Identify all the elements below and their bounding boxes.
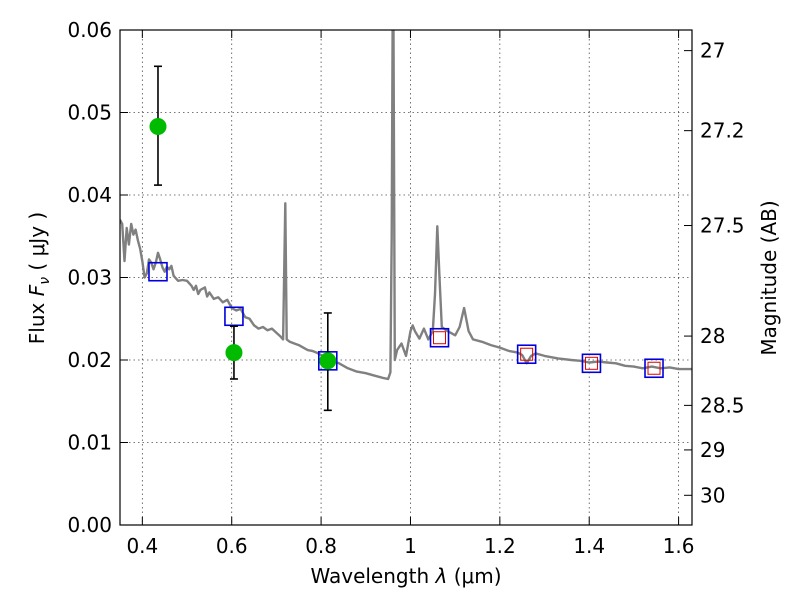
x-tick-label: 1.2 xyxy=(484,534,516,558)
error-bars xyxy=(149,65,337,412)
x-tick-label: 0.6 xyxy=(216,534,248,558)
observed-point xyxy=(319,352,337,370)
model-photometry-box xyxy=(516,344,537,365)
y2-tick-label: 27.5 xyxy=(700,214,745,238)
model-photometry-box xyxy=(581,353,602,374)
model-spectrum-line xyxy=(120,30,692,381)
model-photometry-box xyxy=(224,306,244,327)
axis-ticks: 0.4 0.6 0.8 1 1.2 1.4 1.6 0.00 0.01 0.02 0.03 0.04 0… xyxy=(67,18,744,558)
grid xyxy=(120,29,692,526)
y-tick-label: 0.06 xyxy=(67,18,112,42)
x-tick-label: 0.4 xyxy=(126,534,158,558)
y2-tick-label: 30 xyxy=(700,483,725,507)
x-tick-label: 0.8 xyxy=(305,534,337,558)
model-photometry-point xyxy=(584,356,598,370)
y-tick-label: 0.03 xyxy=(67,266,112,290)
x-tick-label: 1.4 xyxy=(573,534,605,558)
y2-tick-label: 28.5 xyxy=(700,393,745,417)
observed-point xyxy=(225,344,243,362)
model-photometry-box xyxy=(148,261,168,282)
observed-point xyxy=(149,118,167,136)
y-tick-label: 0.02 xyxy=(67,348,112,372)
y-axis-label: Flux Fν ( μJy ) xyxy=(25,212,53,344)
plot-data xyxy=(120,30,692,381)
y2-tick-label: 29 xyxy=(700,438,725,462)
y2-tick-label: 28 xyxy=(700,324,725,348)
y2-tick-label: 27 xyxy=(700,39,725,63)
y-tick-label: 0.04 xyxy=(67,183,112,207)
x-axis-label: Wavelength λ (μm) xyxy=(310,564,501,588)
x-tick-label: 1.6 xyxy=(663,534,695,558)
model-photometry-point xyxy=(647,361,661,375)
model-photometry-box xyxy=(644,358,664,379)
y-tick-label: 0.00 xyxy=(67,513,112,537)
model-photometry-point xyxy=(433,331,447,345)
x-tick-label: 1 xyxy=(404,534,417,558)
y2-axis-label: Magnitude (AB) xyxy=(757,200,781,355)
model-photometry-point xyxy=(520,347,534,361)
y-tick-label: 0.05 xyxy=(67,101,112,125)
y2-tick-label: 27.2 xyxy=(700,119,745,143)
model-photometry-box xyxy=(429,327,450,348)
y-tick-label: 0.01 xyxy=(67,431,112,455)
